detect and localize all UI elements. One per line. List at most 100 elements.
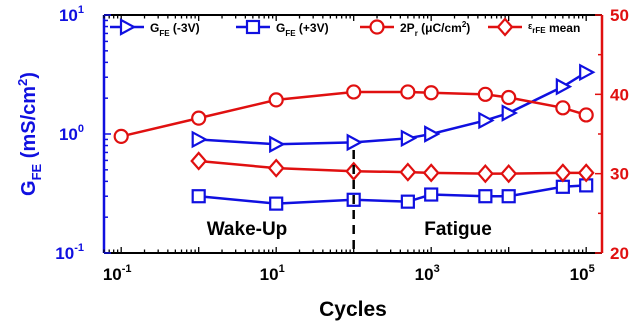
x-tick-exp: 1 <box>279 263 285 275</box>
legend-sub: rFE <box>532 26 546 35</box>
wakeup-label: Wake-Up <box>207 219 288 240</box>
data-point-diamond <box>577 163 595 183</box>
data-point-square <box>400 194 415 209</box>
legend-sup: 2 <box>462 20 467 29</box>
data-point-diamond <box>554 163 572 183</box>
data-point-diamond <box>267 158 285 178</box>
data-point-square <box>269 196 284 211</box>
data-point-circle <box>346 84 362 100</box>
data-point-triangle <box>501 104 519 122</box>
legend-label: GFE (+3V) <box>276 21 329 38</box>
data-point-triangle <box>346 133 364 152</box>
data-point-square <box>501 189 516 204</box>
legend-main: G <box>276 21 285 35</box>
legend-main: G <box>150 21 159 35</box>
y-left-axis-title: GFE (mS/cm2) <box>15 72 44 196</box>
data-point-triangle <box>555 77 573 96</box>
y-left-tick-base: 10 <box>59 125 78 144</box>
legend: GFE (-3V) GFE (+3V) 2Pr (μC/cm2) εrFE mean <box>110 17 580 38</box>
data-point-square <box>191 189 206 204</box>
x-tick-exp: 3 <box>434 263 440 275</box>
y-left-title-sub: FE <box>29 163 44 180</box>
axes-layer: 10-1 101 103 10510-110010120304050CyclesGFE… <box>15 4 629 321</box>
y-left-title-units: (mS/cm <box>18 86 40 164</box>
x-tick-label: 103 <box>415 263 440 284</box>
data-point-circle <box>555 100 571 116</box>
series-layer <box>113 63 596 211</box>
data-point-circle <box>400 84 416 100</box>
legend-item-3: εrFE mean <box>488 17 580 37</box>
data-point-diamond <box>422 163 440 183</box>
data-point-circle <box>423 85 439 101</box>
y-left-tick-base: 10 <box>55 244 74 263</box>
y-left-title-sup: 2 <box>15 79 30 86</box>
annotation-layer: Wake-Up Fatigue <box>207 150 492 253</box>
data-point-circle <box>578 107 594 123</box>
y-left-tick-base: 10 <box>59 6 78 25</box>
legend-marker <box>369 19 385 35</box>
x-tick-base: 10 <box>260 265 279 284</box>
y-right-tick-label: 50 <box>610 6 629 25</box>
series-line <box>198 71 587 146</box>
fatigue-label: Fatigue <box>424 219 492 240</box>
legend-label: 2Pr (μC/cm2) <box>400 20 470 38</box>
y-left-tick-label: 101 <box>59 4 84 25</box>
legend-rest: (+3V) <box>296 21 329 35</box>
legend-marker <box>119 18 137 36</box>
legend-main: ε <box>528 21 533 31</box>
data-point-square <box>478 189 493 204</box>
series-line <box>198 184 587 205</box>
series-3 <box>190 151 595 184</box>
x-tick-base: 10 <box>103 265 122 284</box>
x-tick-label: 105 <box>570 263 595 284</box>
x-tick-exp: 5 <box>589 263 595 275</box>
y-left-tick-exp: 0 <box>78 123 84 135</box>
data-point-square <box>424 187 439 202</box>
data-point-diamond <box>500 163 518 184</box>
data-point-triangle <box>478 111 495 130</box>
series-2 <box>113 84 594 144</box>
y-right-tick-label: 40 <box>610 85 629 104</box>
data-point-triangle <box>191 130 209 149</box>
x-tick-label: 10-1 <box>103 263 132 284</box>
legend-label: εrFE mean <box>528 21 580 35</box>
data-point-diamond <box>399 162 417 182</box>
legend-rest: (μC/cm <box>418 21 462 35</box>
data-point-circle <box>477 86 493 102</box>
series-1 <box>191 178 594 211</box>
data-point-diamond <box>190 151 208 171</box>
data-point-triangle <box>269 135 286 154</box>
legend-marker <box>245 19 261 35</box>
y-right-tick-label: 20 <box>610 244 629 263</box>
legend-rest: mean <box>546 21 581 35</box>
legend-sub: FE <box>159 29 170 38</box>
series-0 <box>191 63 596 154</box>
series-line <box>120 90 587 138</box>
y-left-tick-exp: 1 <box>78 4 84 16</box>
x-axis-title: Cycles <box>319 298 387 321</box>
legend-tail: ) <box>466 21 470 35</box>
legend-sub: FE <box>285 29 296 38</box>
legend-label: GFE (-3V) <box>150 21 200 38</box>
data-point-circle <box>501 89 517 106</box>
x-tick-exp: -1 <box>122 263 132 275</box>
x-tick-base: 10 <box>415 265 434 284</box>
data-point-circle <box>191 110 207 126</box>
series-line <box>198 159 587 175</box>
y-left-title-main: G <box>18 180 40 196</box>
data-point-square <box>555 179 570 194</box>
x-tick-label: 101 <box>260 263 285 284</box>
data-point-triangle <box>579 63 596 82</box>
data-point-triangle <box>400 129 418 148</box>
data-point-circle <box>113 128 129 144</box>
y-left-tick-label: 10-1 <box>55 242 84 263</box>
x-tick-base: 10 <box>570 265 589 284</box>
legend-sub: r <box>415 29 418 38</box>
legend-item-0: GFE (-3V) <box>110 18 200 38</box>
legend-item-1: GFE (+3V) <box>236 19 329 38</box>
y-left-tick-exp: -1 <box>74 242 84 254</box>
legend-main: 2P <box>400 21 415 35</box>
legend-marker <box>496 17 514 37</box>
y-right-tick-label: 30 <box>610 165 629 184</box>
